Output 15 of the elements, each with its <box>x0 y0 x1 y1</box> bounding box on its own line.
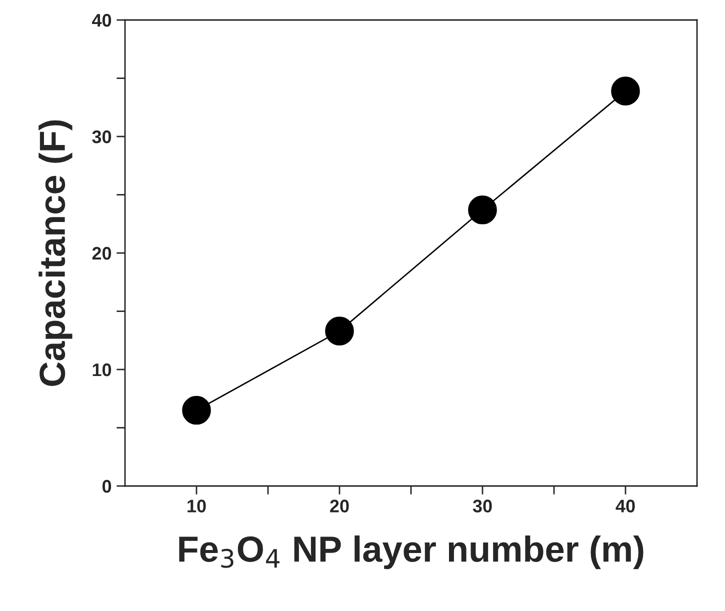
y-tick-label: 20 <box>92 246 112 260</box>
x-tick-label: 30 <box>472 500 492 512</box>
x-axis-title: Fe$_{3}$O$_{4}$ NP layer number (m) <box>179 535 644 570</box>
point <box>611 76 640 106</box>
y-tick-label: 40 <box>92 14 112 27</box>
point <box>468 195 497 224</box>
y-tick-label: 0 <box>102 480 112 493</box>
y-tick-label: 10 <box>92 363 112 376</box>
y-tick-label: 30 <box>92 130 112 144</box>
y-axis-title: Capacitance (F) <box>38 120 72 386</box>
x-tick-label: 20 <box>330 500 349 512</box>
x-tick-label: 40 <box>616 500 635 512</box>
x-tick-label: 10 <box>188 500 206 512</box>
point <box>182 396 211 425</box>
point <box>325 316 354 346</box>
